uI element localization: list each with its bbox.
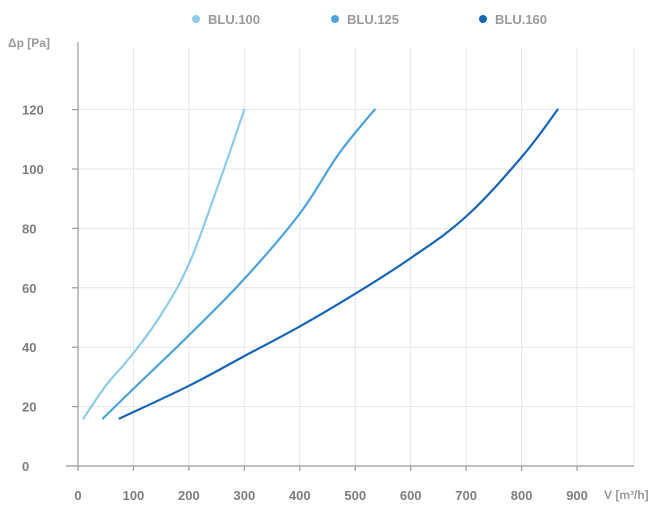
legend: BLU.100 BLU.125 BLU.160 [192, 12, 547, 27]
y-tick-label-40: 40 [22, 340, 36, 355]
y-tick-label-120: 120 [22, 103, 44, 118]
grid-lines [78, 48, 635, 466]
legend-marker-blu-160 [479, 15, 487, 23]
x-tick-labels: 0 100 200 300 400 500 600 700 800 900 [74, 488, 588, 503]
legend-label-blu-160: BLU.160 [495, 12, 547, 27]
series-line-blu-100 [82, 108, 246, 420]
x-tick-label-600: 600 [400, 488, 422, 503]
y-tick-label-20: 20 [22, 400, 36, 415]
y-tick-label-60: 60 [22, 281, 36, 296]
x-tick-label-800: 800 [511, 488, 533, 503]
y-tick-label-100: 100 [22, 162, 44, 177]
legend-label-blu-100: BLU.100 [208, 12, 260, 27]
x-axis-label: V [m³/h] [604, 488, 649, 502]
series-line-blu-125 [101, 108, 376, 420]
x-tick-label-700: 700 [455, 488, 477, 503]
legend-label-blu-125: BLU.125 [347, 12, 399, 27]
legend-marker-blu-125 [331, 15, 339, 23]
x-tick-label-500: 500 [344, 488, 366, 503]
y-tick-label-80: 80 [22, 221, 36, 236]
y-axis-label: Δp [Pa] [8, 36, 50, 50]
x-tick-label-300: 300 [233, 488, 255, 503]
legend-marker-blu-100 [192, 15, 200, 23]
axes [66, 42, 634, 471]
x-tick-label-100: 100 [123, 488, 145, 503]
x-tick-label-200: 200 [178, 488, 200, 503]
x-tick-label-400: 400 [289, 488, 311, 503]
x-tick-label-900: 900 [566, 488, 588, 503]
y-tick-labels: 0 20 40 60 80 100 120 [22, 103, 44, 474]
series-line-blu-160 [118, 108, 559, 420]
x-tick-label-0: 0 [74, 488, 81, 503]
y-tick-label-0: 0 [22, 459, 29, 474]
series-lines [82, 108, 559, 420]
